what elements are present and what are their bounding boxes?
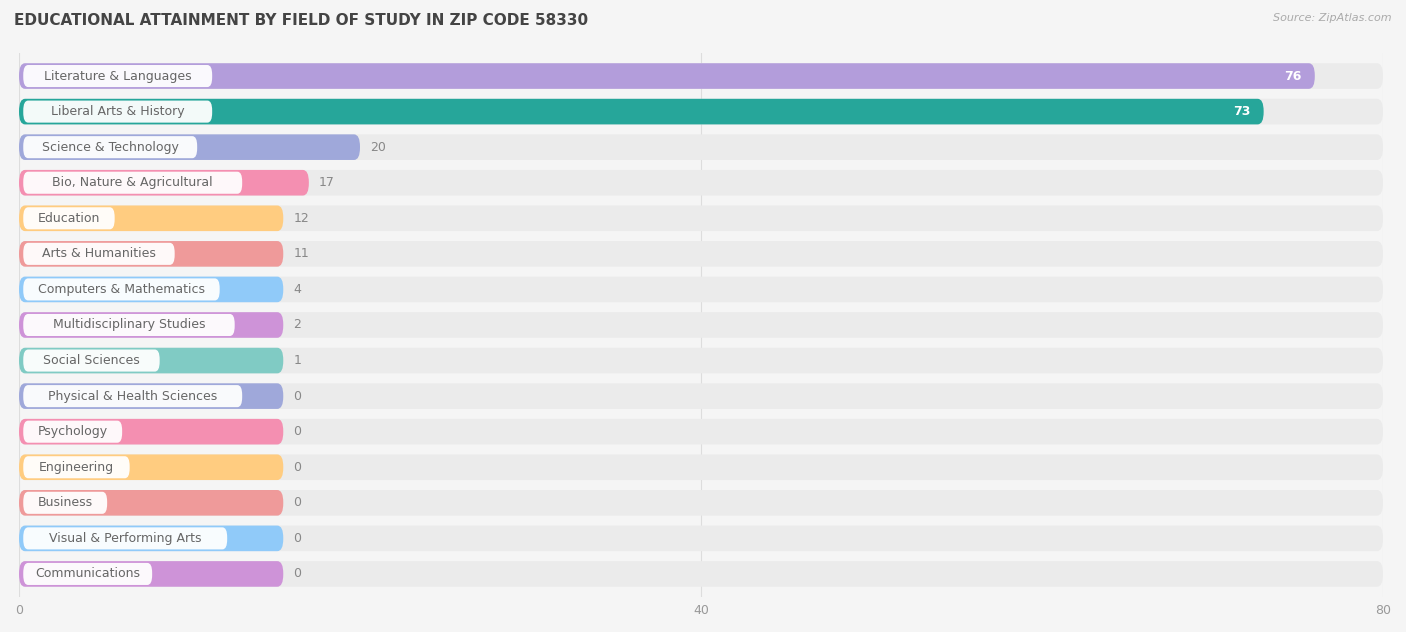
Text: 0: 0 bbox=[294, 461, 301, 474]
FancyBboxPatch shape bbox=[20, 419, 1384, 444]
Text: Social Sciences: Social Sciences bbox=[44, 354, 139, 367]
FancyBboxPatch shape bbox=[24, 172, 242, 194]
Text: Communications: Communications bbox=[35, 568, 141, 580]
FancyBboxPatch shape bbox=[20, 205, 283, 231]
FancyBboxPatch shape bbox=[24, 349, 160, 372]
FancyBboxPatch shape bbox=[20, 384, 283, 409]
FancyBboxPatch shape bbox=[20, 526, 1384, 551]
FancyBboxPatch shape bbox=[20, 490, 283, 516]
FancyBboxPatch shape bbox=[24, 492, 107, 514]
FancyBboxPatch shape bbox=[20, 135, 360, 160]
FancyBboxPatch shape bbox=[20, 63, 1315, 89]
FancyBboxPatch shape bbox=[20, 135, 1384, 160]
Text: 0: 0 bbox=[294, 496, 301, 509]
FancyBboxPatch shape bbox=[20, 205, 1384, 231]
FancyBboxPatch shape bbox=[20, 490, 1384, 516]
FancyBboxPatch shape bbox=[24, 563, 152, 585]
Text: Science & Technology: Science & Technology bbox=[42, 141, 179, 154]
Text: 0: 0 bbox=[294, 389, 301, 403]
FancyBboxPatch shape bbox=[20, 526, 283, 551]
FancyBboxPatch shape bbox=[20, 63, 1384, 89]
Text: 76: 76 bbox=[1284, 70, 1301, 83]
Text: 11: 11 bbox=[294, 247, 309, 260]
FancyBboxPatch shape bbox=[24, 279, 219, 300]
FancyBboxPatch shape bbox=[20, 170, 309, 195]
Text: Engineering: Engineering bbox=[39, 461, 114, 474]
Text: EDUCATIONAL ATTAINMENT BY FIELD OF STUDY IN ZIP CODE 58330: EDUCATIONAL ATTAINMENT BY FIELD OF STUDY… bbox=[14, 13, 588, 28]
FancyBboxPatch shape bbox=[20, 561, 1384, 586]
Text: 0: 0 bbox=[294, 532, 301, 545]
FancyBboxPatch shape bbox=[24, 207, 115, 229]
Text: Bio, Nature & Agricultural: Bio, Nature & Agricultural bbox=[52, 176, 214, 189]
FancyBboxPatch shape bbox=[24, 527, 228, 549]
Text: 2: 2 bbox=[294, 319, 301, 332]
FancyBboxPatch shape bbox=[24, 385, 242, 407]
FancyBboxPatch shape bbox=[24, 65, 212, 87]
FancyBboxPatch shape bbox=[20, 277, 283, 302]
Text: 0: 0 bbox=[294, 568, 301, 580]
FancyBboxPatch shape bbox=[20, 561, 283, 586]
Text: 73: 73 bbox=[1233, 105, 1250, 118]
FancyBboxPatch shape bbox=[20, 277, 1384, 302]
FancyBboxPatch shape bbox=[20, 99, 1264, 125]
FancyBboxPatch shape bbox=[24, 421, 122, 442]
Text: 4: 4 bbox=[294, 283, 301, 296]
FancyBboxPatch shape bbox=[20, 454, 1384, 480]
FancyBboxPatch shape bbox=[20, 348, 283, 374]
FancyBboxPatch shape bbox=[20, 241, 283, 267]
FancyBboxPatch shape bbox=[24, 136, 197, 158]
FancyBboxPatch shape bbox=[20, 312, 1384, 337]
Text: Physical & Health Sciences: Physical & Health Sciences bbox=[48, 389, 218, 403]
FancyBboxPatch shape bbox=[20, 170, 1384, 195]
Text: Literature & Languages: Literature & Languages bbox=[44, 70, 191, 83]
Text: 1: 1 bbox=[294, 354, 301, 367]
Text: Business: Business bbox=[38, 496, 93, 509]
Text: Arts & Humanities: Arts & Humanities bbox=[42, 247, 156, 260]
FancyBboxPatch shape bbox=[20, 348, 1384, 374]
FancyBboxPatch shape bbox=[20, 384, 1384, 409]
Text: 20: 20 bbox=[370, 141, 387, 154]
FancyBboxPatch shape bbox=[20, 312, 283, 337]
FancyBboxPatch shape bbox=[20, 419, 283, 444]
Text: Visual & Performing Arts: Visual & Performing Arts bbox=[49, 532, 201, 545]
Text: 17: 17 bbox=[319, 176, 335, 189]
FancyBboxPatch shape bbox=[24, 456, 129, 478]
FancyBboxPatch shape bbox=[20, 241, 1384, 267]
Text: Source: ZipAtlas.com: Source: ZipAtlas.com bbox=[1274, 13, 1392, 23]
Text: Education: Education bbox=[38, 212, 100, 225]
FancyBboxPatch shape bbox=[24, 314, 235, 336]
Text: 0: 0 bbox=[294, 425, 301, 438]
Text: Computers & Mathematics: Computers & Mathematics bbox=[38, 283, 205, 296]
FancyBboxPatch shape bbox=[20, 99, 1384, 125]
FancyBboxPatch shape bbox=[24, 243, 174, 265]
Text: Multidisciplinary Studies: Multidisciplinary Studies bbox=[52, 319, 205, 332]
Text: Liberal Arts & History: Liberal Arts & History bbox=[51, 105, 184, 118]
FancyBboxPatch shape bbox=[20, 454, 283, 480]
Text: Psychology: Psychology bbox=[38, 425, 108, 438]
FancyBboxPatch shape bbox=[24, 100, 212, 123]
Text: 12: 12 bbox=[294, 212, 309, 225]
